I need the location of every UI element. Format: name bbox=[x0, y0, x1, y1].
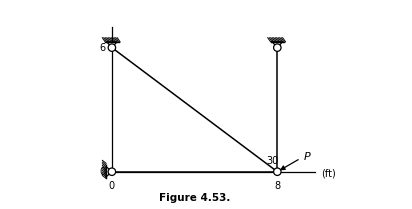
Text: P: P bbox=[304, 152, 311, 162]
Text: Figure 4.53.: Figure 4.53. bbox=[159, 192, 230, 203]
Polygon shape bbox=[272, 42, 283, 48]
Circle shape bbox=[274, 168, 281, 175]
Text: 8: 8 bbox=[274, 181, 281, 191]
Text: 6: 6 bbox=[100, 43, 106, 53]
Text: 0: 0 bbox=[100, 167, 106, 177]
Text: 0: 0 bbox=[109, 181, 115, 191]
Text: (ft): (ft) bbox=[321, 169, 335, 179]
Circle shape bbox=[108, 168, 116, 175]
Circle shape bbox=[274, 44, 281, 51]
Polygon shape bbox=[106, 167, 112, 177]
Text: 30: 30 bbox=[266, 155, 278, 166]
Circle shape bbox=[108, 44, 116, 51]
Polygon shape bbox=[107, 42, 117, 48]
